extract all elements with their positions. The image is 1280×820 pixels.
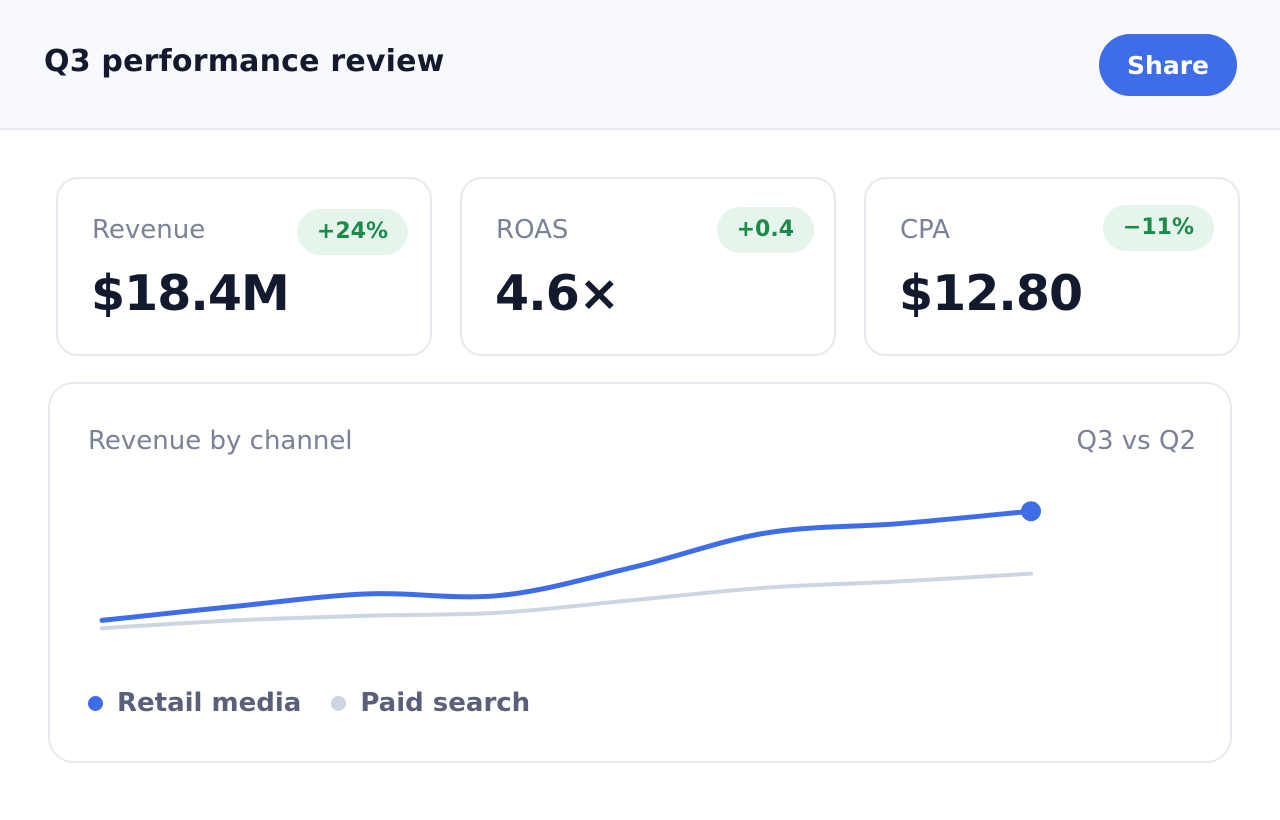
delta-badge: −11% [1102, 205, 1214, 251]
kpi-card-cpa: CPA −11% $12.80 [864, 177, 1240, 356]
kpi-label: Revenue [92, 215, 206, 245]
legend-label: Retail media [117, 688, 302, 718]
revenue-chart-card: Revenue by channel Q3 vs Q2 Retail media… [48, 382, 1232, 763]
comparison-label: Q3 vs Q2 [1076, 426, 1196, 456]
delta-badge: +0.4 [716, 207, 814, 253]
line-chart [99, 501, 1041, 631]
header-bar: Q3 performance review Share [0, 0, 1280, 130]
chart-title: Revenue by channel [88, 426, 353, 456]
delta-badge: +24% [296, 209, 408, 255]
kpi-card-roas: ROAS +0.4 4.6× [460, 177, 836, 356]
page-title: Q3 performance review [44, 44, 445, 79]
kpi-value: $18.4M [91, 265, 290, 322]
legend-dot [88, 695, 103, 711]
kpi-value: 4.6× [495, 265, 620, 322]
legend-item-retail-media: Retail media [88, 688, 301, 718]
kpi-value: $12.80 [899, 265, 1083, 322]
series-line-paid-search [100, 571, 1033, 631]
legend-item-paid-search: Paid search [331, 688, 530, 718]
series-line-retail-media [99, 508, 1034, 623]
chart-legend: Retail media Paid search [88, 688, 530, 718]
kpi-label: ROAS [496, 215, 569, 245]
kpi-card-revenue: Revenue +24% $18.4M [56, 177, 432, 356]
series-end-point[interactable] [1021, 501, 1041, 522]
legend-dot [331, 695, 347, 711]
kpi-label: CPA [900, 215, 950, 245]
share-button[interactable]: Share [1099, 34, 1237, 96]
legend-label: Paid search [360, 688, 531, 718]
